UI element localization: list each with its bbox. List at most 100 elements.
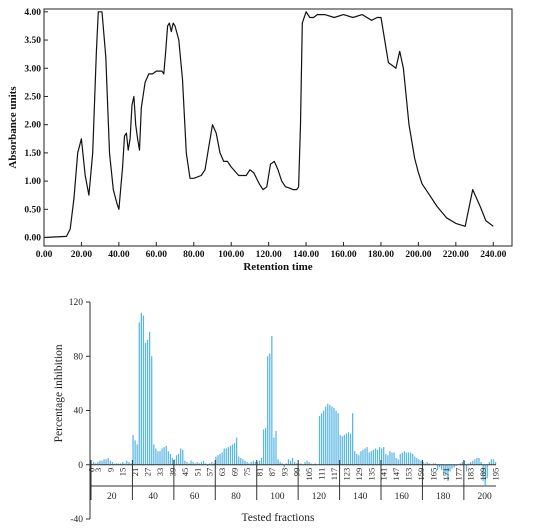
inhibition-bar [252,460,254,465]
inhibition-bar [269,353,271,465]
fraction-x-ticks: 03 9 15 21 27 33 39 45 51 57 63 69 75 81 87 93 99 105 111 1… [87,468,501,481]
fraction-tick-label: 135 [366,468,376,481]
inhibition-bar [202,460,205,465]
inhibition-bar [459,463,461,465]
inhibition-bar [142,315,145,465]
inhibition-bar [155,448,157,465]
inhibition-bar [279,462,281,465]
y-tick-label: 40 [74,407,84,417]
chromatogram-plot-frame [43,8,513,247]
inhibition-bar [271,335,273,465]
inhibition-bar [99,460,101,465]
inhibition-bar [494,462,497,465]
inhibition-bar [426,462,428,465]
fraction-tick-label: 45 [180,468,190,477]
inhibition-bar [163,447,165,465]
inhibition-bar [171,457,174,465]
inhibition-bar [333,407,335,465]
inhibition-bar [339,434,341,465]
inhibition-bar [410,452,412,465]
group-label: 40 [148,492,158,502]
inhibition-bar [221,452,223,465]
inhibition-bar [175,455,178,465]
inhibition-bar [248,463,250,465]
chromatogram-y-ticks: 0.00 0.50 1.00 1.50 2.00 2.50 3.00 3.50 4.00 [24,8,48,244]
inhibition-bar [443,464,445,473]
inhibition-bar [244,460,246,465]
inhibition-bar [161,448,163,465]
fraction-tick-label: 93 [279,468,289,477]
inhibition-bar [488,462,490,465]
y-tick-label: 0.00 [24,234,41,244]
inhibition-bar [370,451,372,465]
chromatogram-x-axis-title: Retention time [243,261,312,273]
inhibition-bar [97,462,99,465]
inhibition-bar [463,460,466,465]
inhibition-bar [391,452,393,465]
inhibition-bar [318,415,321,465]
inhibition-bar [335,410,337,465]
inhibition-bar [146,339,149,465]
inhibition-bar [412,453,414,465]
inhibition-bar [418,459,420,465]
inhibition-bar [115,463,118,465]
inhibition-bar [198,463,200,465]
inhibition-bar [364,448,366,465]
inhibition-bar [256,462,258,465]
inhibition-bar [470,462,472,465]
x-tick-label: 20.00 [71,250,93,260]
inhibition-bar [254,462,256,465]
inhibition-bar [283,464,285,468]
inhibition-bar [304,462,306,465]
fraction-tick-label: 117 [329,468,339,480]
inhibition-bar [422,462,424,465]
y-tick-label: 0.50 [24,205,41,215]
inhibition-bar [265,428,267,465]
fraction-tick-label: 81 [254,468,264,477]
x-tick-label: 80.00 [183,250,205,260]
inhibition-bar [428,463,430,465]
inhibition-bar [262,429,265,465]
chromatogram-y-axis-title: Absorbance units [7,86,19,169]
inhibition-bar [451,464,453,469]
inhibition-bar [327,403,329,465]
inhibition-bar [329,405,331,465]
inhibition-bar [472,460,474,465]
inhibition-bar [246,462,248,465]
inhibition-bar [387,455,389,465]
inhibition-bar [178,453,180,465]
inhibition-bar [376,449,379,465]
y-tick-label: 0 [78,461,83,471]
inhibition-bar [209,463,211,465]
inhibition-bar [381,448,383,465]
fraction-tick-label: 87 [267,468,277,477]
chromatogram-chart: 0.00 20.00 40.00 60.00 80.00 100.00 120.00 140.… [7,8,513,273]
inhibition-bar [103,459,105,465]
inhibition-bar [366,447,368,465]
inhibition-bar [111,462,113,465]
inhibition-bar [190,460,192,465]
inhibition-bar [399,453,401,465]
group-label: 140 [353,492,368,502]
inhibition-bar [223,448,225,465]
inhibition-bar [213,463,215,465]
inhibition-bar [260,457,263,465]
fraction-tick-label: 15 [118,468,128,477]
y-tick-label: 2.00 [24,121,41,131]
inhibition-bar [275,430,277,465]
fraction-tick-label: 153 [404,468,414,481]
fraction-tick-label: 111 [317,468,327,480]
inhibition-bar [401,452,403,465]
group-label: 200 [477,492,492,502]
inhibition-bar [169,453,171,465]
inhibition-bar [227,447,229,465]
x-tick-label: 140.00 [293,250,319,260]
inhibition-bar [436,464,439,471]
inhibition-bar [378,447,381,465]
inhibition-bar [310,463,312,465]
inhibition-bar [192,462,194,465]
inhibition-bar [296,463,298,465]
inhibition-bar [300,463,302,465]
inhibition-bar [240,457,242,465]
inhibition-bar [109,460,111,465]
